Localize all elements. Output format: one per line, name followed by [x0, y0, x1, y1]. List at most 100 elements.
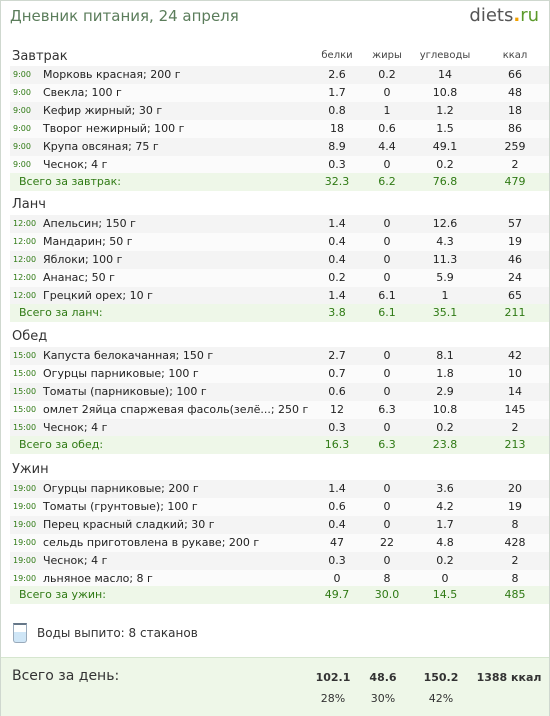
- column-fat: жиры: [372, 50, 402, 61]
- carbs-value: 0: [441, 572, 449, 585]
- kcal-value: 24: [508, 271, 522, 284]
- protein-value: 0.3: [328, 158, 346, 171]
- kcal-value: 20: [508, 482, 522, 495]
- meal-time: 9:00: [13, 124, 31, 133]
- food-name: Томаты (парниковые); 100 г: [43, 385, 207, 398]
- protein-total: 49.7: [324, 588, 350, 601]
- fat-value: 0: [383, 385, 391, 398]
- protein-total: 3.8: [328, 306, 346, 319]
- kcal-value: 14: [508, 385, 522, 398]
- fat-value: 0.6: [378, 122, 396, 135]
- food-row[interactable]: 9:00 Морковь красная; 200 г 2.6 0.2 14 66: [10, 66, 549, 85]
- kcal-value: 46: [508, 253, 522, 266]
- kcal-total: 479: [504, 175, 526, 188]
- kcal-value: 57: [508, 217, 522, 230]
- carbs-value: 0.2: [436, 554, 454, 567]
- food-row[interactable]: 9:00 Кефир жирный; 30 г 0.8 1 1.2 18: [10, 102, 549, 121]
- carbs-value: 1.2: [436, 104, 454, 117]
- meal-time: 12:00: [13, 291, 37, 300]
- meal-total-row: Всего за ужин: 49.7 30.0 14.5 485: [10, 586, 549, 604]
- kcal-value: 259: [504, 140, 526, 153]
- food-row[interactable]: 19:00 льняное масло; 8 г 0 8 0 8: [10, 570, 549, 589]
- carbs-value: 14: [438, 68, 452, 81]
- protein-value: 1.4: [328, 289, 346, 302]
- food-name: Томаты (грунтовые); 100 г: [43, 500, 198, 513]
- food-row[interactable]: 19:00 сельдь приготовлена в рукаве; 200 г…: [10, 534, 549, 553]
- site-logo[interactable]: diets.ru: [469, 5, 539, 26]
- food-row[interactable]: 12:00 Ананас; 50 г 0.2 0 5.9 24: [10, 269, 549, 288]
- food-name: льняное масло; 8 г: [43, 572, 153, 585]
- meal-time: 12:00: [13, 237, 37, 246]
- food-row[interactable]: 12:00 Мандарин; 50 г 0.4 0 4.3 19: [10, 233, 549, 252]
- day-protein-percent: 28%: [320, 692, 346, 705]
- kcal-value: 2: [511, 421, 519, 434]
- food-row[interactable]: 12:00 Апельсин; 150 г 1.4 0 12.6 57: [10, 215, 549, 234]
- meal-time: 12:00: [13, 255, 37, 264]
- carbs-value: 0.2: [436, 421, 454, 434]
- meal-time: 15:00: [13, 351, 37, 360]
- kcal-value: 66: [508, 68, 522, 81]
- meal-title: Обед: [12, 329, 48, 344]
- fat-value: 0: [383, 554, 391, 567]
- food-row[interactable]: 9:00 Свекла; 100 г 1.7 0 10.8 48: [10, 84, 549, 103]
- food-row[interactable]: 15:00 Чеснок; 4 г 0.3 0 0.2 2: [10, 419, 549, 438]
- fat-total: 6.3: [378, 438, 396, 451]
- food-name: Ананас; 50 г: [43, 271, 115, 284]
- day-total-label: Всего за день:: [12, 668, 120, 684]
- kcal-value: 10: [508, 367, 522, 380]
- kcal-value: 19: [508, 235, 522, 248]
- protein-total: 32.3: [324, 175, 350, 188]
- carbs-value: 4.8: [436, 536, 454, 549]
- meal-time: 19:00: [13, 520, 37, 529]
- protein-total: 16.3: [324, 438, 350, 451]
- food-row[interactable]: 19:00 Чеснок; 4 г 0.3 0 0.2 2: [10, 552, 549, 571]
- kcal-total: 485: [504, 588, 526, 601]
- fat-value: 22: [380, 536, 394, 549]
- fat-value: 0: [383, 253, 391, 266]
- carbs-value: 1.8: [436, 367, 454, 380]
- fat-value: 0.2: [378, 68, 396, 81]
- food-row[interactable]: 9:00 Творог нежирный; 100 г 18 0.6 1.5 86: [10, 120, 549, 139]
- meal-header-supper: Ужин: [1, 462, 549, 478]
- meal-time: 9:00: [13, 70, 31, 79]
- fat-value: 1: [383, 104, 391, 117]
- meal-time: 19:00: [13, 556, 37, 565]
- carbs-value: 1.7: [436, 518, 454, 531]
- food-name: Огурцы парниковые; 200 г: [43, 482, 199, 495]
- kcal-total: 213: [504, 438, 526, 451]
- meal-total-row: Всего за ланч: 3.8 6.1 35.1 211: [10, 304, 549, 322]
- protein-value: 0.3: [328, 421, 346, 434]
- food-row[interactable]: 19:00 Огурцы парниковые; 200 г 1.4 0 3.6 20: [10, 480, 549, 499]
- protein-value: 0.6: [328, 385, 346, 398]
- carbs-value: 0.2: [436, 158, 454, 171]
- food-row[interactable]: 15:00 омлет 2яйца спаржевая фасоль(зелё..…: [10, 401, 549, 420]
- carbs-total: 76.8: [432, 175, 458, 188]
- food-name: Апельсин; 150 г: [43, 217, 136, 230]
- logo-text: diets: [469, 5, 514, 26]
- kcal-value: 19: [508, 500, 522, 513]
- protein-value: 0: [333, 572, 341, 585]
- food-row[interactable]: 9:00 Крупа овсяная; 75 г 8.9 4.4 49.1 259: [10, 138, 549, 157]
- food-row[interactable]: 15:00 Томаты (парниковые); 100 г 0.6 0 2.9 14: [10, 383, 549, 402]
- kcal-value: 18: [508, 104, 522, 117]
- protein-value: 1.4: [328, 217, 346, 230]
- fat-total: 6.1: [378, 306, 396, 319]
- fat-value: 0: [383, 349, 391, 362]
- water-text: Воды выпито: 8 стаканов: [37, 626, 198, 640]
- food-name: Яблоки; 100 г: [43, 253, 123, 266]
- food-name: Крупа овсяная; 75 г: [43, 140, 159, 153]
- fat-value: 0: [383, 86, 391, 99]
- food-row[interactable]: 15:00 Огурцы парниковые; 100 г 0.7 0 1.8 10: [10, 365, 549, 384]
- food-row[interactable]: 19:00 Перец красный сладкий; 30 г 0.4 0 1.7 8: [10, 516, 549, 535]
- food-row[interactable]: 15:00 Капуста белокачанная; 150 г 2.7 0 8.1 4…: [10, 347, 549, 366]
- kcal-value: 2: [511, 158, 519, 171]
- protein-value: 0.8: [328, 104, 346, 117]
- food-row[interactable]: 12:00 Яблоки; 100 г 0.4 0 11.3 46: [10, 251, 549, 270]
- meal-time: 19:00: [13, 502, 37, 511]
- protein-value: 47: [330, 536, 344, 549]
- food-row[interactable]: 19:00 Томаты (грунтовые); 100 г 0.6 0 4.2 19: [10, 498, 549, 517]
- protein-value: 1.4: [328, 482, 346, 495]
- food-name: Творог нежирный; 100 г: [43, 122, 185, 135]
- meal-time: 9:00: [13, 88, 31, 97]
- meal-total-row: Всего за завтрак: 32.3 6.2 76.8 479: [10, 173, 549, 191]
